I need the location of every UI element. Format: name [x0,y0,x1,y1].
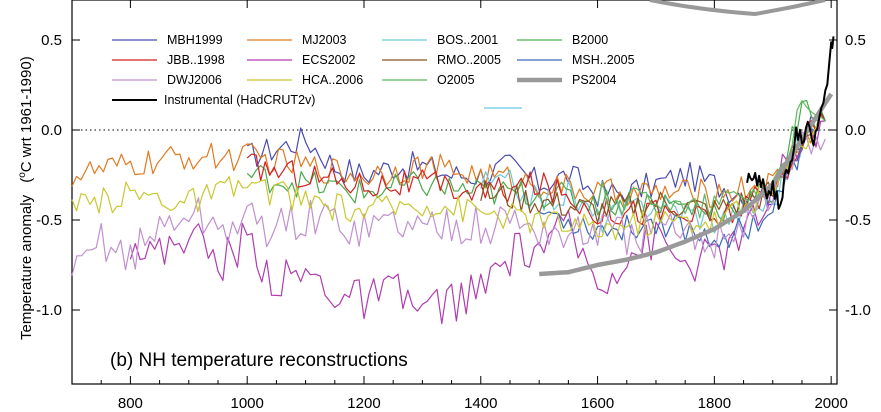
legend-label: JBB..1998 [167,53,225,67]
series-line-msh-2005 [539,127,820,248]
y-tick-label-right: -1.0 [845,302,871,319]
x-tick-label: 1000 [231,395,264,412]
legend-label: MSH..2005 [572,53,635,67]
y-tick-label-left: -1.0 [36,302,62,319]
x-tick-label: 2000 [814,395,847,412]
series-line-ps2004 [539,92,834,277]
series-line-mj2003 [71,126,820,208]
series-layer [71,36,835,325]
series-line-hca-2006 [71,120,821,241]
y-tick-label-left: 0.0 [41,122,62,139]
y-axis-label: Temperature anomaly (oC wrt 1961-1990) [17,56,35,340]
legend-label: B2000 [572,33,608,47]
x-tick-label: 1600 [581,395,614,412]
y-tick-label-left: 0.5 [41,32,62,49]
y-axis-label-degree: o [17,172,28,178]
legend-label: RMO..2005 [437,53,501,67]
legend-label: DWJ2006 [167,73,222,87]
legend: MBH1999 MJ2003 BOS..2001 B2000 JBB..1998 ECS2… [112,33,635,109]
y-tick-label-right: -0.5 [845,212,871,229]
panel-title: (b) NH temperature reconstructions [110,350,408,371]
plot-frame [71,0,838,385]
y-tick-label-right: 0.0 [845,122,866,139]
legend-label: PS2004 [572,73,617,87]
legend-label: MBH1999 [167,33,223,47]
series-line-instrumental-hadcrut2v- [746,36,835,210]
legend-label: O2005 [437,73,475,87]
gray-arc-fragment [649,0,826,17]
y-tick-label-left: -0.5 [36,212,62,229]
x-tick-label: 800 [118,395,143,412]
y-tick-label-right: 0.5 [845,32,866,49]
legend-label: Instrumental (HadCRUT2v) [164,93,315,107]
y-axis-label-units-post: C wrt 1961-1990) [18,56,35,172]
legend-label: ECS2002 [302,53,356,67]
x-tick-label: 1800 [698,395,731,412]
x-tick-label: 1200 [347,395,380,412]
series-line-jbb-1998 [246,113,826,226]
y-axis-label-units-pre: ( [18,178,35,183]
y-axis-label-main: Temperature anomaly [18,194,35,340]
legend-label: BOS..2001 [437,33,498,47]
legend-label: MJ2003 [302,33,347,47]
legend-label: HCA..2006 [302,73,363,87]
tick-layer: 800 1000 1200 1400 1600 1800 2000 0.5 0.5 0.0 0.0 -… [36,0,871,412]
x-tick-label: 1400 [464,395,497,412]
